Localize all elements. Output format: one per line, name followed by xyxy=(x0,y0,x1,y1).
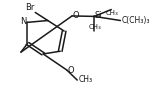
Text: CH₃: CH₃ xyxy=(78,75,92,84)
Text: Si: Si xyxy=(95,11,103,20)
Text: N: N xyxy=(20,17,26,26)
Text: O: O xyxy=(73,11,79,20)
Text: Br: Br xyxy=(25,3,35,12)
Text: C(CH₃)₃: C(CH₃)₃ xyxy=(122,16,150,25)
Text: O: O xyxy=(67,66,74,75)
Text: CH₃: CH₃ xyxy=(106,10,118,16)
Text: CH₃: CH₃ xyxy=(88,24,101,30)
